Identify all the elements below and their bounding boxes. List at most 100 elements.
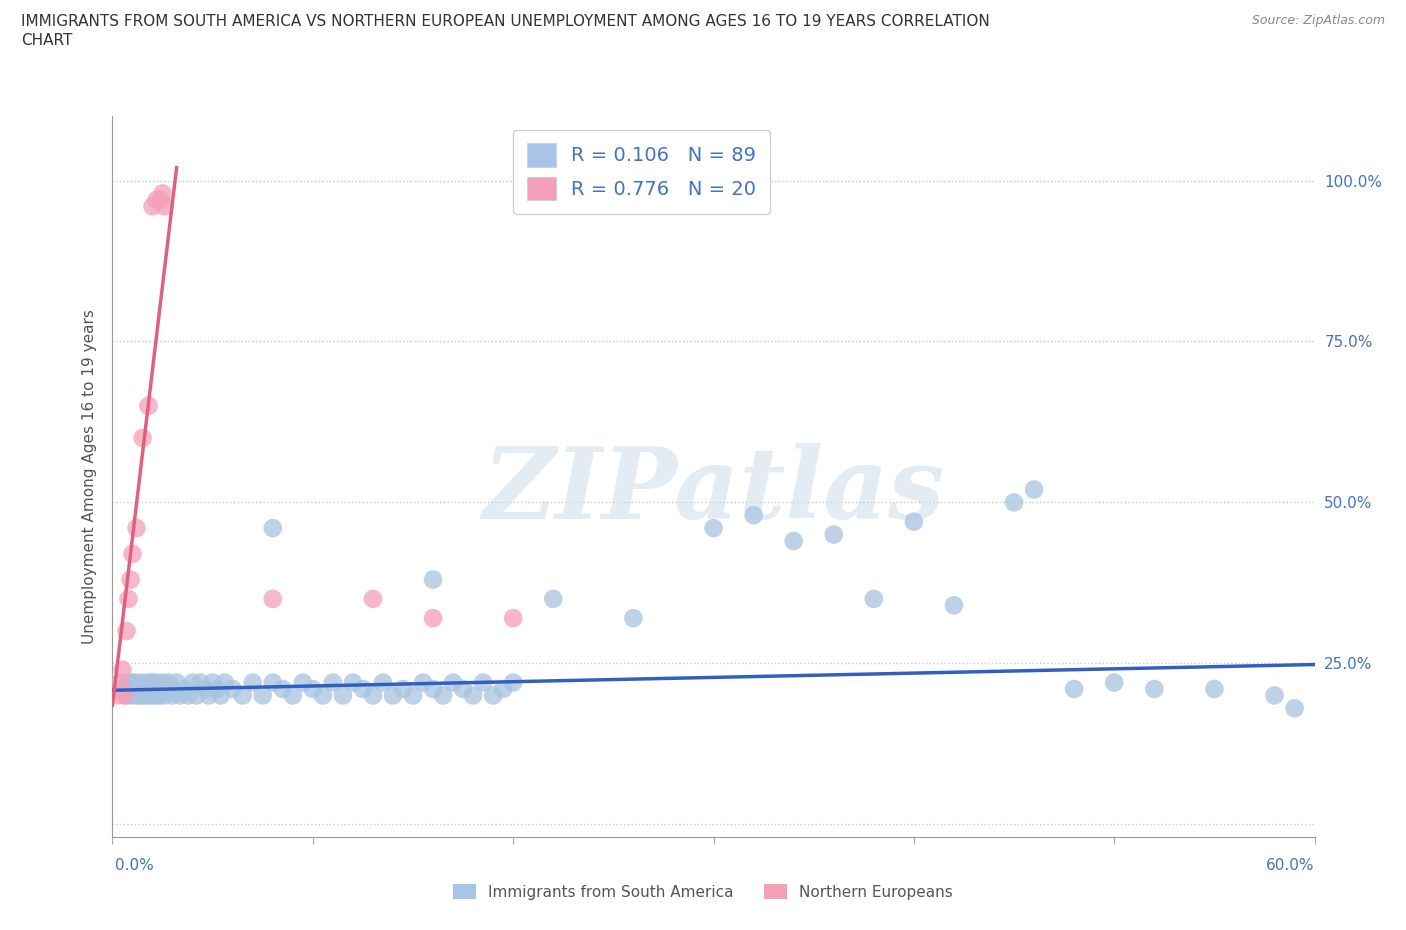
Point xyxy=(145,688,167,703)
Point xyxy=(121,682,143,697)
Point xyxy=(152,186,174,201)
Point xyxy=(205,682,228,697)
Point xyxy=(823,527,845,542)
Point xyxy=(138,398,160,413)
Point xyxy=(472,675,495,690)
Point xyxy=(177,688,200,703)
Point xyxy=(135,688,157,703)
Point xyxy=(152,682,174,697)
Point xyxy=(138,682,160,697)
Point xyxy=(128,682,150,697)
Point xyxy=(1002,495,1025,510)
Point xyxy=(111,682,134,697)
Text: ZIPatlas: ZIPatlas xyxy=(482,443,945,539)
Point xyxy=(117,591,139,606)
Point xyxy=(134,682,156,697)
Point xyxy=(702,521,725,536)
Point xyxy=(1284,701,1306,716)
Point xyxy=(173,682,195,697)
Point xyxy=(422,682,444,697)
Point xyxy=(402,688,425,703)
Point xyxy=(114,688,136,703)
Point xyxy=(432,688,454,703)
Point xyxy=(281,688,304,703)
Text: Source: ZipAtlas.com: Source: ZipAtlas.com xyxy=(1251,14,1385,27)
Point xyxy=(502,675,524,690)
Point xyxy=(141,675,163,690)
Point xyxy=(131,431,153,445)
Point xyxy=(361,591,384,606)
Legend: Immigrants from South America, Northern Europeans: Immigrants from South America, Northern … xyxy=(447,877,959,906)
Point xyxy=(209,688,232,703)
Point xyxy=(117,675,139,690)
Point xyxy=(1102,675,1125,690)
Point xyxy=(125,521,148,536)
Point xyxy=(139,688,162,703)
Point xyxy=(166,675,188,690)
Point xyxy=(1063,682,1085,697)
Point xyxy=(121,675,143,690)
Point xyxy=(412,675,434,690)
Text: IMMIGRANTS FROM SOUTH AMERICA VS NORTHERN EUROPEAN UNEMPLOYMENT AMONG AGES 16 TO: IMMIGRANTS FROM SOUTH AMERICA VS NORTHER… xyxy=(21,14,990,29)
Point xyxy=(162,688,184,703)
Point xyxy=(252,688,274,703)
Point xyxy=(115,688,138,703)
Text: 60.0%: 60.0% xyxy=(1267,857,1315,872)
Point xyxy=(1143,682,1166,697)
Point xyxy=(302,682,325,697)
Point xyxy=(111,662,134,677)
Y-axis label: Unemployment Among Ages 16 to 19 years: Unemployment Among Ages 16 to 19 years xyxy=(82,309,97,644)
Point xyxy=(271,682,294,697)
Point xyxy=(382,688,405,703)
Point xyxy=(492,682,515,697)
Point xyxy=(502,611,524,626)
Point xyxy=(1264,688,1286,703)
Point xyxy=(125,682,148,697)
Point xyxy=(153,199,176,214)
Point xyxy=(214,675,236,690)
Point xyxy=(138,675,160,690)
Point xyxy=(107,688,129,703)
Point xyxy=(232,688,254,703)
Point xyxy=(461,688,484,703)
Point xyxy=(451,682,474,697)
Point xyxy=(262,521,284,536)
Point xyxy=(181,675,204,690)
Point xyxy=(371,675,394,690)
Point xyxy=(352,682,374,697)
Point xyxy=(1024,482,1046,497)
Point xyxy=(141,688,163,703)
Point xyxy=(942,598,965,613)
Point xyxy=(152,675,174,690)
Point xyxy=(120,572,142,587)
Point xyxy=(332,688,354,703)
Point xyxy=(392,682,415,697)
Point xyxy=(361,688,384,703)
Point xyxy=(124,688,146,703)
Point xyxy=(782,534,804,549)
Point xyxy=(312,688,335,703)
Point xyxy=(482,688,505,703)
Point xyxy=(125,675,148,690)
Point xyxy=(262,675,284,690)
Point xyxy=(621,611,644,626)
Point xyxy=(115,624,138,639)
Point xyxy=(422,572,444,587)
Point xyxy=(153,688,176,703)
Point xyxy=(143,682,166,697)
Point xyxy=(1204,682,1226,697)
Point xyxy=(322,675,344,690)
Point xyxy=(742,508,765,523)
Point xyxy=(162,682,184,697)
Point xyxy=(110,675,132,690)
Point xyxy=(149,688,172,703)
Point xyxy=(190,675,212,690)
Point xyxy=(262,591,284,606)
Point xyxy=(903,514,925,529)
Point xyxy=(141,199,163,214)
Point xyxy=(222,682,245,697)
Point xyxy=(157,675,180,690)
Point xyxy=(441,675,464,690)
Point xyxy=(197,688,219,703)
Point xyxy=(121,547,143,562)
